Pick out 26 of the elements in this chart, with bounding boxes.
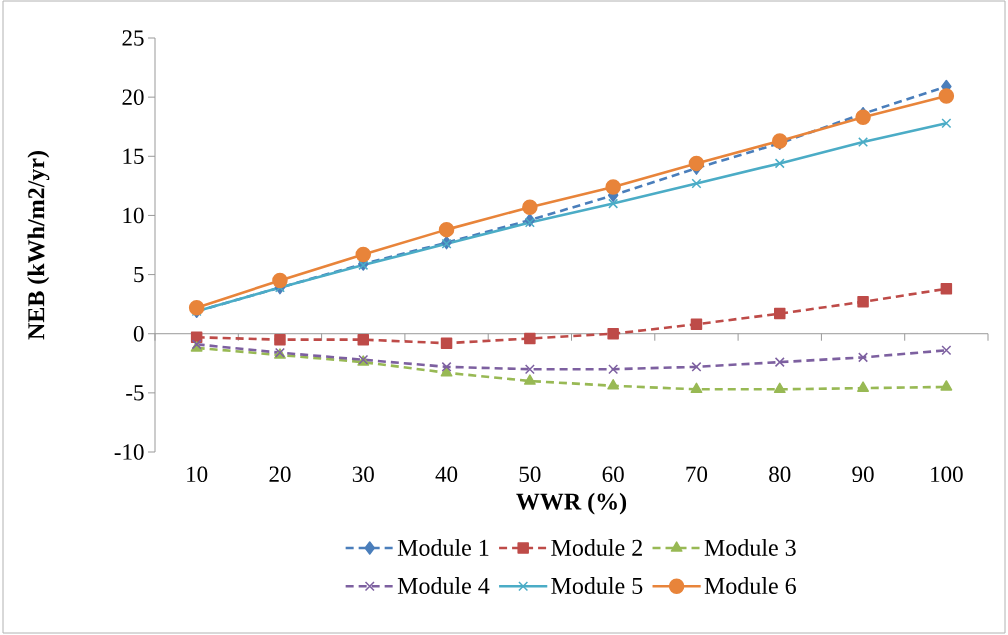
- y-tick-label: 25: [122, 30, 144, 46]
- x-axis-title: WWR (%): [516, 492, 627, 515]
- x-tick-label: 40: [435, 466, 458, 483]
- y-tick-label: 0: [133, 325, 144, 342]
- y-tick-label: -5: [126, 385, 144, 401]
- x-tick-label: 20: [269, 466, 291, 483]
- legend-label: Module 4: [397, 577, 490, 595]
- y-tick-label: 15: [123, 148, 144, 164]
- x-tick-label: 90: [852, 466, 874, 483]
- legend-label: Module 3: [704, 538, 796, 556]
- legend-label: Module 6: [704, 577, 796, 595]
- y-tick-label: 10: [123, 207, 144, 224]
- y-tick-label: 5: [134, 266, 144, 283]
- x-tick-label: 70: [686, 466, 708, 483]
- y-axis-title: NEB (kWh/m2/yr): [27, 151, 50, 340]
- x-tick-label: 10: [187, 466, 208, 483]
- y-tick-label: 20: [122, 89, 144, 105]
- x-tick-label: 30: [352, 466, 374, 483]
- y-tick-label: -10: [114, 444, 144, 460]
- legend-label: Module 2: [551, 538, 642, 556]
- legend-label: Module 1: [397, 538, 489, 556]
- x-tick-label: 50: [519, 466, 541, 483]
- x-tick-label: 80: [769, 466, 791, 483]
- x-tick-label: 100: [931, 466, 963, 483]
- x-tick-label: 60: [602, 466, 624, 483]
- legend-label: Module 5: [551, 577, 643, 595]
